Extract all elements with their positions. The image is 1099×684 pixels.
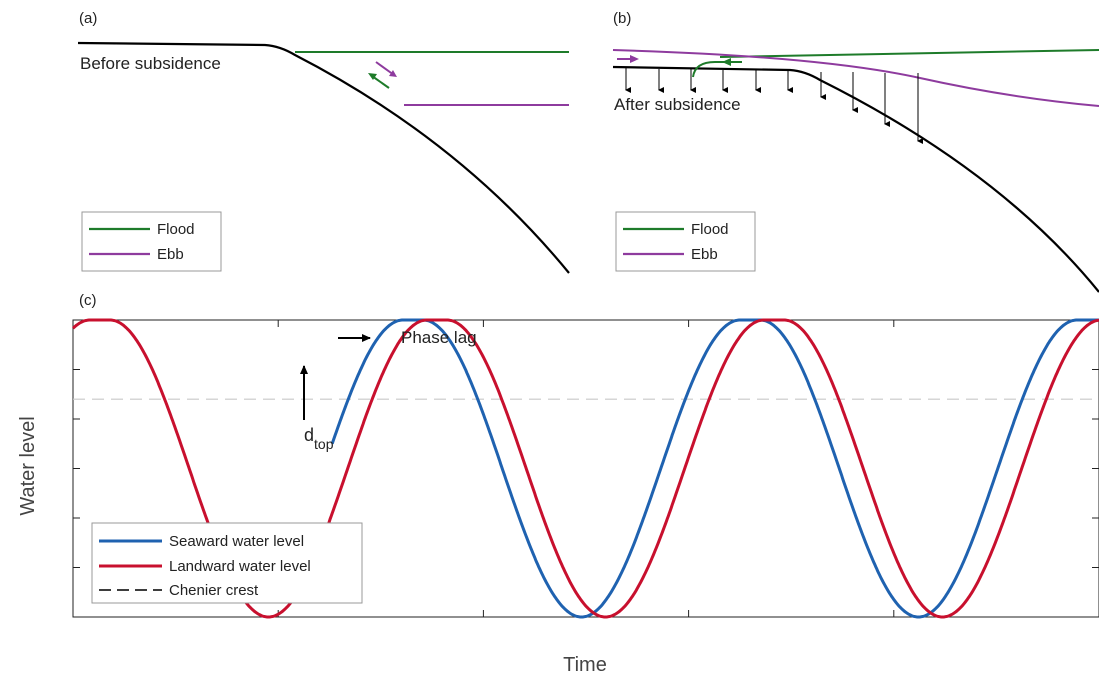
panel-b-flood-turn-arrow bbox=[692, 61, 742, 78]
panel-b-annotation: After subsidence bbox=[614, 95, 741, 114]
panel-b-ebb-line bbox=[612, 49, 1099, 107]
seaward-water-level-line bbox=[330, 318, 1099, 619]
legend-flood-label: Flood bbox=[157, 221, 195, 238]
panel-b-flood-arrowhead bbox=[722, 58, 731, 66]
legend-crest-label: Chenier crest bbox=[169, 582, 259, 599]
y-axis-title: Water level bbox=[17, 416, 39, 515]
dtop-label: dtop bbox=[304, 425, 334, 452]
panel-a-flood-arrowhead bbox=[368, 73, 377, 80]
panel-a: (a) Before subsidence Flood Ebb bbox=[77, 10, 570, 274]
panel-a-ebb-arrow bbox=[375, 61, 395, 76]
plot-c-legend: Seaward water level Landward water level… bbox=[91, 522, 363, 604]
phase-lag-label: Phase lag bbox=[401, 328, 477, 347]
x-axis-title: Time bbox=[563, 654, 607, 676]
panel-c: (c) Phase lag dtop Seaward water level L… bbox=[17, 292, 1099, 676]
panel-b: (b) After subsidence bbox=[612, 10, 1099, 293]
panel-a-ebb-arrowhead bbox=[389, 70, 397, 77]
legend-landward-label: Landward water level bbox=[169, 558, 311, 575]
panel-a-label: (a) bbox=[79, 10, 97, 27]
panel-a-annotation: Before subsidence bbox=[80, 54, 221, 73]
panel-b-subsidence-arrows bbox=[625, 68, 923, 144]
panel-a-legend: Flood Ebb bbox=[81, 211, 222, 272]
panel-c-label: (c) bbox=[79, 292, 97, 309]
panel-a-flood-arrow bbox=[371, 75, 390, 89]
legend-seaward-label: Seaward water level bbox=[169, 533, 304, 550]
panel-b-ground-profile bbox=[612, 65, 1099, 293]
panel-b-label: (b) bbox=[613, 10, 631, 27]
legend-ebb-label: Ebb bbox=[691, 246, 718, 263]
legend-ebb-label: Ebb bbox=[157, 246, 184, 263]
panel-a-ground-profile bbox=[77, 41, 570, 274]
legend-flood-label: Flood bbox=[691, 221, 729, 238]
panel-b-flood-line bbox=[719, 49, 1099, 58]
panel-b-ebb-arrowhead bbox=[630, 55, 639, 63]
panel-b-legend: Flood Ebb bbox=[615, 211, 756, 272]
